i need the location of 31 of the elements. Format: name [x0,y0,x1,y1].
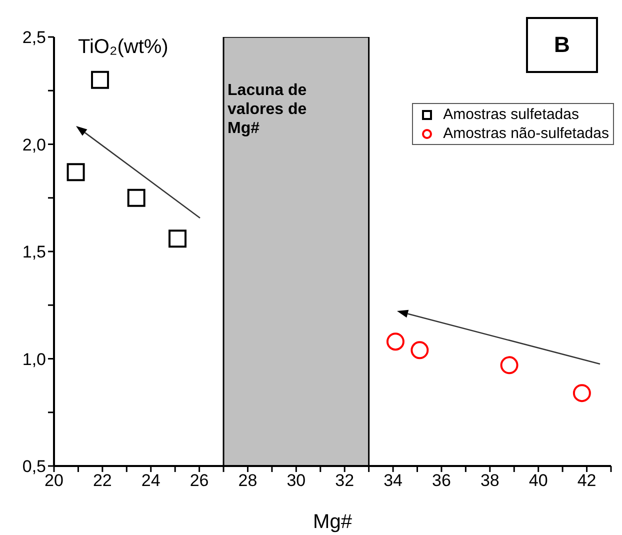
x-tick-label: 36 [432,471,451,490]
x-axis-title: Mg# [313,511,353,533]
point [386,332,404,351]
point [168,230,187,248]
x-tick-label: 30 [286,471,306,490]
x-tick-label: 32 [335,471,354,490]
annotation: B [526,17,598,73]
x-tick-label: 26 [190,471,209,490]
point [127,188,146,207]
legend-label: Amostras não-sulfetadas [443,124,609,143]
y-tick-label: 1,5 [22,242,46,262]
point [66,163,85,182]
x-tick-label: 22 [92,471,112,490]
y-tick-label: 2,5 [22,28,46,48]
x-tick-label: 24 [141,471,160,490]
x-tick-label: 28 [238,471,258,490]
y-axis-title: TiO₂(wt%) [78,36,168,59]
point [91,70,110,89]
legend-label: Amostras sulfetadas [443,105,579,124]
band-label: Lacuna de valores de Mg# [228,82,307,137]
y-tick-label: 0,5 [22,457,46,476]
x-tick-label: 20 [44,471,64,490]
x-tick-label: 38 [480,471,500,490]
y-tick-label: 1,0 [22,350,46,369]
x-tick-label: 40 [528,471,548,490]
point [410,341,429,360]
y-tick-label: 2,0 [22,135,46,154]
x-tick-label: 42 [577,471,596,490]
x-tick-label: 34 [384,471,403,490]
point [572,384,591,402]
point [500,356,518,374]
